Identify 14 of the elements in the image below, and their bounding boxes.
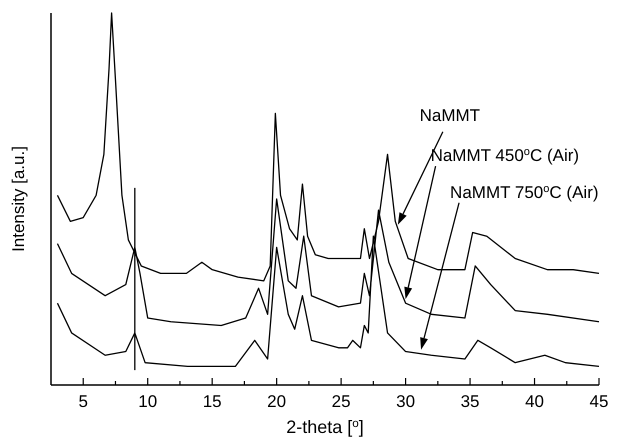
x-tick-label: 35 [460,392,480,411]
text: NaMMT 750$^{o}$C (Air) [450,182,599,202]
y-axis-title: Intensity [a.u.] [9,146,28,252]
text: NaMMT 450$^{o}$C (Air) [430,146,580,166]
x-axis-title: 2-theta [$^{o}$] [286,416,364,437]
x-tick-label: 40 [525,392,544,411]
x-tick-label: 20 [267,392,286,411]
x-tick-label: 10 [138,392,158,411]
x-tick-label: 25 [332,392,351,411]
x-tick-label: 15 [202,392,222,411]
x-tick-label: 45 [590,392,608,411]
x-tick-label: 5 [78,392,88,411]
x-tick-label: 30 [396,392,416,411]
text: NaMMT [420,106,480,125]
